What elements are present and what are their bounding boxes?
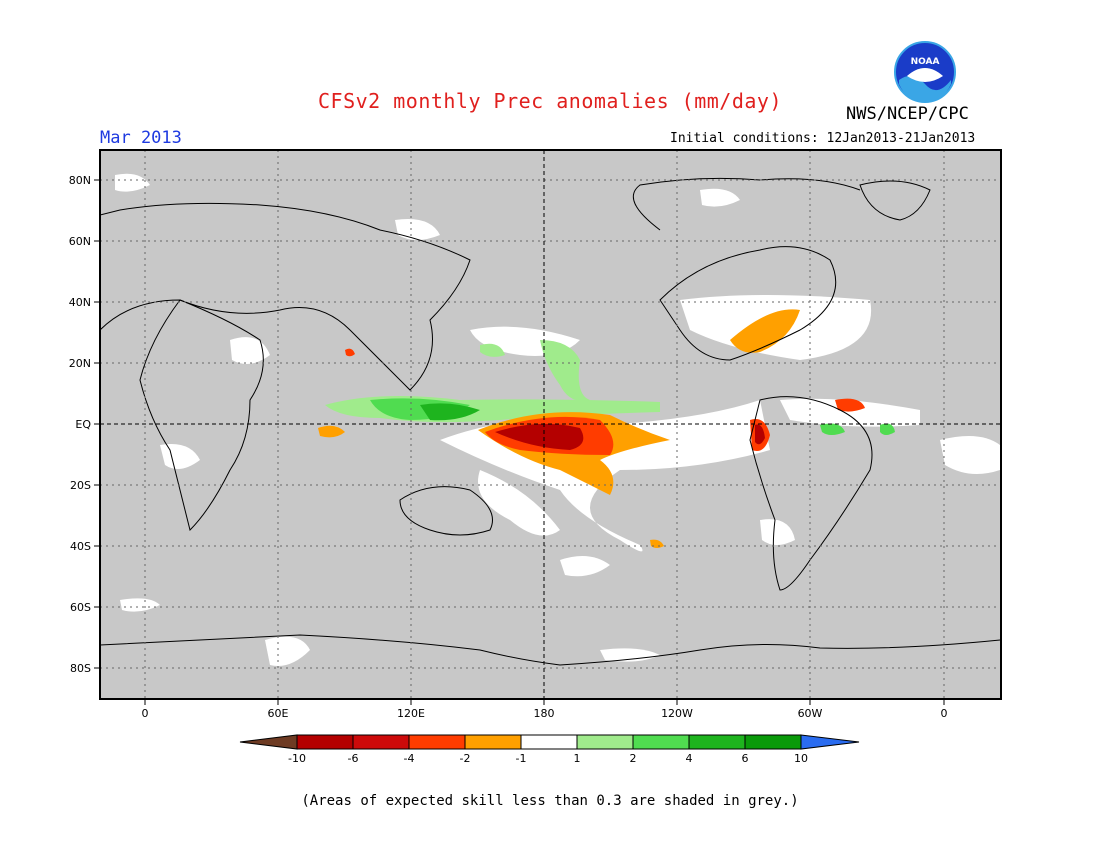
legend-label: 4 (686, 752, 693, 765)
y-tick-label: EQ (75, 418, 91, 431)
legend-label: -1 (516, 752, 527, 765)
legend-label: 10 (794, 752, 808, 765)
legend-swatch (576, 734, 634, 750)
y-tick-label: 40S (70, 540, 91, 553)
x-tick-label: 60W (798, 707, 823, 720)
y-tick-label: 20S (70, 479, 91, 492)
legend-label: -4 (404, 752, 415, 765)
map-title: CFSv2 monthly Prec anomalies (mm/day) (317, 89, 783, 113)
legend-label: -2 (460, 752, 471, 765)
footnote: (Areas of expected skill less than 0.3 a… (301, 793, 799, 809)
y-tick-label: 80S (70, 662, 91, 675)
color-legend: -10 -6 -4 -2 -1 1 2 4 6 10 (239, 734, 860, 765)
y-tick-label: 60S (70, 601, 91, 614)
legend-label: 1 (574, 752, 581, 765)
legend-swatch (296, 734, 354, 750)
y-tick-label: 40N (69, 296, 91, 309)
logo-text: NOAA (911, 57, 940, 67)
period-label: Mar 2013 (100, 128, 182, 148)
x-tick-label: 180 (534, 707, 555, 720)
org-label: NWS/NCEP/CPC (846, 104, 969, 124)
x-tick-label: 120W (661, 707, 693, 720)
x-tick-label: 60E (268, 707, 289, 720)
graticule (100, 150, 1001, 699)
x-tick-label: 0 (941, 707, 948, 720)
noaa-logo-icon: NOAA (894, 41, 956, 103)
legend-label: -6 (348, 752, 359, 765)
y-tick-label: 60N (69, 235, 91, 248)
legend-label: 6 (742, 752, 749, 765)
legend-arrow-left (239, 734, 298, 750)
legend-arrow-right (800, 734, 860, 750)
coastlines (100, 177, 1001, 666)
legend-swatch (744, 734, 802, 750)
wet-anomaly-areas (325, 340, 895, 435)
x-tick-label: 120E (397, 707, 425, 720)
legend-swatch (464, 734, 522, 750)
y-axis-labels: 80N 60N 40N 20N EQ 20S 40S 60S 80S (69, 174, 92, 675)
initial-conditions: Initial conditions: 12Jan2013-21Jan2013 (670, 131, 976, 146)
legend-swatch (688, 734, 746, 750)
x-tick-label: 0 (142, 707, 149, 720)
legend-swatch (632, 734, 690, 750)
legend-swatch (520, 734, 578, 750)
equator-dateline (100, 150, 1001, 699)
y-tick-label: 20N (69, 357, 91, 370)
legend-label: 2 (630, 752, 637, 765)
y-tick-label: 80N (69, 174, 91, 187)
legend-swatch (408, 734, 466, 750)
tick-marks (94, 179, 945, 705)
legend-label: -10 (288, 752, 306, 765)
legend-swatch (352, 734, 410, 750)
dry-anomaly-areas (318, 309, 865, 548)
x-axis-labels: 0 60E 120E 180 120W 60W 0 (142, 707, 948, 720)
